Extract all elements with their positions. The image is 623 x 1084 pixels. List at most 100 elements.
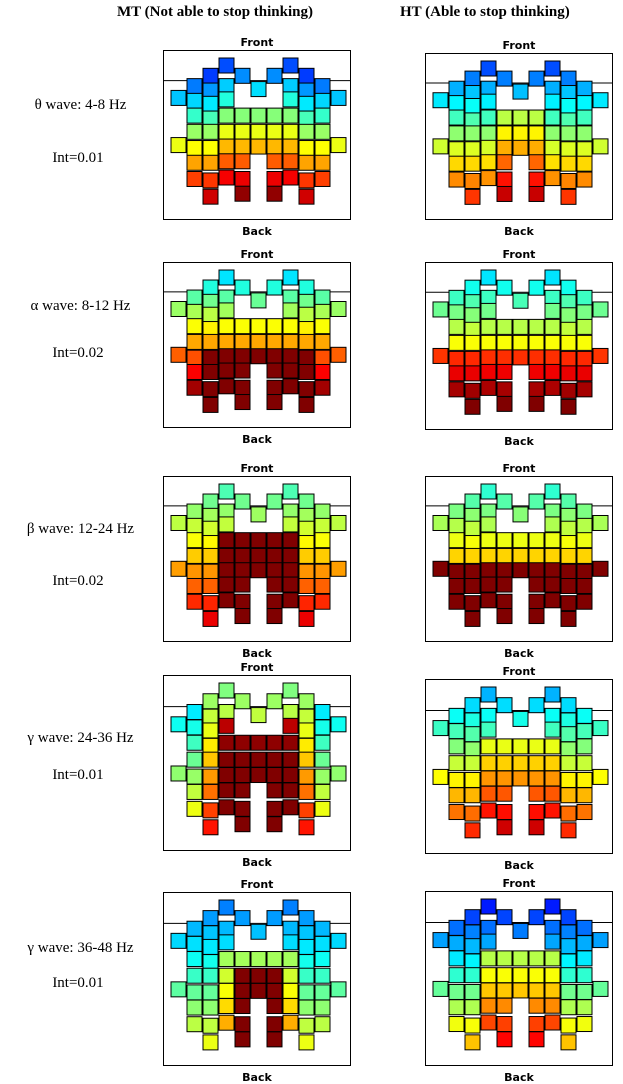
electrode-cell (544, 770, 561, 787)
electrode-cell (480, 318, 497, 335)
electrode-cell (218, 1014, 235, 1031)
electrode-cell (186, 593, 203, 610)
electrode-cell (544, 125, 561, 142)
electrode-cell (560, 125, 577, 142)
electrode-cell (314, 289, 331, 306)
electrode-cell (496, 125, 513, 142)
electrode-cell (448, 171, 465, 188)
electrode-cell (544, 93, 561, 110)
electrode-cell (576, 95, 593, 112)
electrode-cell (576, 771, 593, 788)
electrode-cell (512, 125, 529, 142)
electrode-cell (464, 771, 481, 788)
electrode-cell (496, 547, 513, 564)
electrode-cell (576, 1016, 593, 1033)
electrode-cell (448, 381, 465, 398)
electrode-cell (218, 318, 235, 335)
electrode-cell (298, 188, 315, 205)
electrode-cell (282, 362, 299, 379)
electrode-cell (234, 279, 251, 296)
electrode-cell (480, 109, 497, 126)
electrode-cell (528, 909, 545, 926)
electrode-cell (234, 693, 251, 710)
electrode-cell (170, 89, 187, 106)
electrode-cell (202, 954, 219, 971)
electrode-cell (202, 925, 219, 942)
electrode-cell (266, 951, 283, 968)
electrode-cell (282, 1014, 299, 1031)
electrode-cell (218, 138, 235, 155)
electrode-cell (448, 950, 465, 967)
electrode-cell (250, 123, 267, 140)
electrode-cell (480, 802, 497, 819)
electrode-cell (528, 982, 545, 999)
back-label: Back (242, 433, 272, 446)
electrode-cell (298, 333, 315, 350)
electrode-cell (496, 363, 513, 380)
electrode-cell (496, 576, 513, 593)
electrode-cell (528, 785, 545, 802)
back-label: Back (504, 859, 534, 872)
electrode-cell (496, 909, 513, 926)
electrode-cell (186, 379, 203, 396)
electrode-cell (266, 576, 283, 593)
electrode-cell (250, 292, 267, 309)
electrode-cell (592, 138, 609, 155)
electrode-cell (298, 802, 315, 819)
electrode-cell (480, 785, 497, 802)
electrode-cell (298, 110, 315, 127)
electrode-cell (496, 532, 513, 549)
electrode-cell (186, 563, 203, 580)
electrode-cell (496, 349, 513, 366)
wave-label: γ wave: 36-48 Hz (27, 940, 134, 956)
topography-map (163, 262, 351, 428)
electrode-cell (528, 755, 545, 772)
electrode-cell (314, 123, 331, 140)
electrode-cell (528, 608, 545, 625)
electrode-cell (266, 170, 283, 187)
electrode-cell (576, 999, 593, 1016)
electrode-cell (186, 967, 203, 984)
electrode-cell (592, 92, 609, 109)
electrode-cell (170, 981, 187, 998)
int-label: Int=0.01 (52, 150, 104, 166)
electrode-cell (298, 751, 315, 768)
electrode-cell (560, 755, 577, 772)
electrode-cell (544, 363, 561, 380)
electrode-cell (528, 950, 545, 967)
electrode-cell (560, 999, 577, 1016)
electrode-cell (528, 171, 545, 188)
front-label: Front (502, 462, 536, 475)
electrode-cell (528, 279, 545, 296)
electrode-cell (576, 171, 593, 188)
electrode-cell (202, 381, 219, 398)
electrode-cell (576, 935, 593, 952)
electrode-cell (282, 717, 299, 734)
electrode-cell (314, 563, 331, 580)
electrode-cell (448, 563, 465, 580)
electrode-cell (512, 292, 529, 309)
electrode-cell (218, 751, 235, 768)
electrode-cell (496, 562, 513, 579)
electrode-cell (186, 751, 203, 768)
electrode-cell (314, 768, 331, 785)
electrode-cell (592, 932, 609, 949)
electrode-cell (448, 707, 465, 724)
electrode-cell (480, 269, 497, 286)
electrode-cell (314, 154, 331, 171)
electrode-cell (298, 984, 315, 1001)
electrode-cell (186, 517, 203, 534)
electrode-cell (560, 983, 577, 1000)
electrode-cell (170, 300, 187, 317)
electrode-cell (496, 318, 513, 335)
int-label: Int=0.01 (52, 975, 104, 991)
electrode-cell (234, 562, 251, 579)
electrode-cell (298, 967, 315, 984)
electrode-cell (496, 738, 513, 755)
electrode-cell (448, 1016, 465, 1033)
electrode-cell (314, 951, 331, 968)
electrode-cell (496, 785, 513, 802)
electrode-cell (544, 919, 561, 936)
electrode-cell (250, 318, 267, 335)
electrode-cell (464, 141, 481, 158)
